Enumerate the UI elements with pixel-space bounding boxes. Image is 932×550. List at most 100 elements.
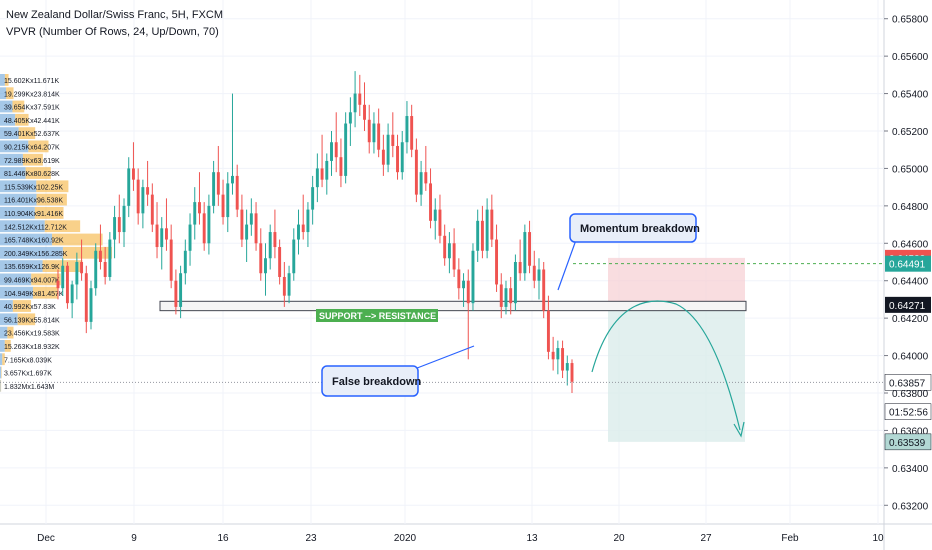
take-profit-zone[interactable] — [608, 304, 745, 442]
candle-body — [523, 232, 527, 274]
candle-body — [188, 224, 192, 251]
vp-row-down — [4, 340, 11, 352]
overlays — [0, 263, 884, 438]
vp-row-down — [2, 353, 5, 366]
candle-body — [202, 213, 206, 244]
y-tick-label: 0.63800 — [892, 389, 929, 400]
candle-body — [400, 142, 404, 173]
candle-body — [570, 363, 574, 382]
candle-body — [259, 243, 263, 274]
vp-row-up — [0, 193, 37, 206]
candle-body — [65, 265, 69, 304]
candle-body — [546, 310, 550, 352]
vp-row-label: 135.659Kx126.9K — [4, 264, 60, 271]
vp-row-up — [0, 260, 43, 272]
candle-body — [485, 209, 489, 251]
candle-body — [377, 123, 381, 150]
candle-body — [113, 217, 117, 240]
price-label-text: 0.63857 — [889, 378, 926, 389]
false-breakdown-callout[interactable]: False breakdown — [321, 345, 475, 397]
price-label-box — [884, 403, 932, 420]
vp-row-up — [0, 140, 29, 153]
candle-body — [301, 224, 305, 233]
x-axis-ticks: Dec 9 16 23 2020 13 20 27 Feb 10 — [37, 533, 884, 544]
plot-area[interactable] — [0, 0, 884, 524]
candle-body — [240, 209, 244, 240]
vp-row-label: 1.832Mx1.643M — [4, 384, 54, 391]
vp-row-down — [44, 220, 81, 233]
vp-row-up — [0, 353, 3, 366]
candle-body — [381, 149, 385, 165]
candle-body — [117, 217, 121, 233]
candle-body — [221, 194, 225, 218]
vp-row-up — [0, 207, 35, 219]
candle-body — [513, 262, 517, 304]
candle-body — [433, 209, 437, 221]
candle-body — [499, 284, 503, 307]
candle-body — [315, 168, 319, 188]
candle-body — [245, 224, 249, 240]
vp-row-up — [0, 74, 5, 86]
vp-row-down — [31, 273, 61, 286]
vp-row-label: 40.992Kx57.83K — [4, 304, 56, 311]
candle-body — [306, 209, 310, 233]
y-tick-label: 0.64800 — [892, 202, 929, 213]
y-axis-ticks: 0.65800 0.65600 0.65400 0.65200 0.65000 0.648… — [884, 15, 929, 512]
vp-row-label: 200.349Kx156.285K — [4, 251, 68, 258]
vp-row-down — [36, 193, 67, 206]
candle-body — [490, 209, 494, 240]
vp-row-up — [0, 340, 5, 352]
vp-row-label: 81.446Kx80.628K — [4, 171, 60, 178]
momentum-callout-text: Momentum breakdown — [580, 223, 700, 235]
y-tick-label: 0.65600 — [892, 52, 929, 63]
candle-body — [108, 239, 112, 277]
candle-body — [75, 262, 79, 285]
candle-body — [61, 265, 65, 289]
candle-body — [462, 280, 466, 289]
false-breakdown-callout-text: False breakdown — [332, 376, 422, 388]
candle-body — [495, 239, 499, 285]
candle-body — [207, 205, 211, 244]
candle-body — [136, 179, 140, 214]
projection-arrow-head — [733, 421, 745, 438]
candle-body — [122, 205, 126, 233]
candle-body — [226, 183, 230, 218]
candle-body — [212, 172, 216, 206]
vp-row-up — [0, 273, 32, 286]
indicator-label: VPVR (Number Of Rows, 24, Up/Down, 70) — [6, 26, 219, 38]
vp-row-up — [0, 233, 53, 246]
price-label-box — [885, 296, 931, 313]
candle-body — [363, 104, 366, 120]
stop-loss-zone[interactable] — [608, 257, 745, 305]
candle-body — [264, 258, 267, 274]
vp-row-down — [25, 167, 51, 179]
candle-body — [160, 228, 164, 248]
candle-body — [131, 168, 135, 180]
price-label-box — [884, 433, 932, 451]
vp-row-down — [12, 300, 32, 312]
y-tick-label: 0.64200 — [892, 314, 929, 325]
support-resistance-band[interactable] — [159, 300, 747, 312]
candle-body — [391, 134, 395, 146]
price-label-box — [884, 374, 932, 391]
candle-body — [410, 116, 414, 150]
y-tick-label: 0.64600 — [892, 239, 929, 250]
candle-body — [80, 262, 84, 274]
y-tick-label: 0.63200 — [892, 501, 929, 512]
vp-row-up — [0, 220, 45, 233]
candle-body — [174, 280, 178, 307]
vp-row-down — [1, 366, 2, 379]
support-resistance-line[interactable] — [159, 300, 747, 312]
candle-body — [311, 187, 315, 210]
x-tick-label: Dec — [37, 533, 55, 544]
vp-row-up — [0, 180, 37, 193]
y-tick-label: 0.65200 — [892, 127, 929, 138]
momentum-callout[interactable]: Momentum breakdown — [557, 213, 700, 291]
candle-body — [561, 348, 565, 371]
price-label-text: 0.63539 — [889, 438, 926, 449]
vp-row-down — [32, 286, 59, 299]
vp-row-label: 115.539Kx102.25K — [4, 184, 63, 191]
candle-body — [278, 247, 282, 277]
x-tick-label: 16 — [217, 533, 229, 544]
